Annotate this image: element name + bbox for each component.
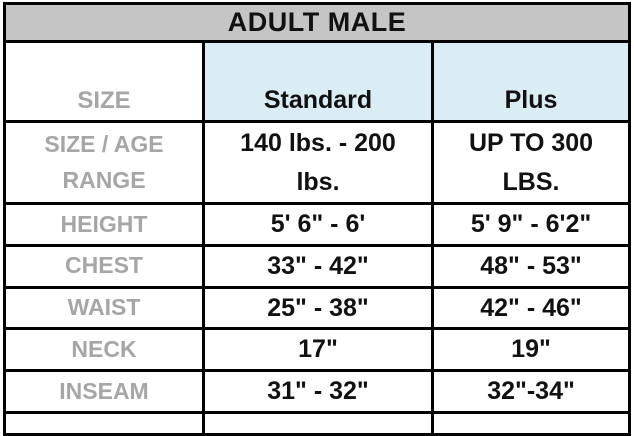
value-height-standard: 5' 6" - 6' (202, 202, 434, 247)
title-row: ADULT MALE (2, 2, 632, 43)
row-label-neck: NECK (3, 327, 205, 372)
table-row: HEIGHT 5' 6" - 6' 5' 9" - 6'2" (3, 202, 632, 247)
value-chest-plus: 48" - 53" (430, 243, 632, 289)
row-label-size-age-range: SIZE / AGE RANGE (3, 120, 205, 205)
table-row-partial (3, 410, 632, 436)
table-row: NECK 17" 19" (3, 327, 632, 372)
row-label-height: HEIGHT (3, 202, 205, 247)
value-height-plus: 5' 9" - 6'2" (430, 202, 632, 247)
value-size-age-standard: 140 lbs. - 200 lbs. (202, 120, 434, 205)
empty-cell (202, 410, 434, 436)
value-neck-plus: 19" (430, 327, 632, 372)
row-label-chest: CHEST (3, 243, 205, 289)
value-size-age-plus: UP TO 300 LBS. (430, 120, 632, 205)
row-label-waist: WAIST (3, 285, 205, 331)
table-row: WAIST 25" - 38" 42" - 46" (3, 285, 632, 331)
empty-cell (430, 410, 632, 436)
value-neck-standard: 17" (202, 327, 434, 372)
value-waist-standard: 25" - 38" (202, 285, 434, 331)
value-chest-standard: 33" - 42" (202, 243, 434, 289)
column-header-standard: Standard (202, 40, 434, 123)
value-waist-plus: 42" - 46" (430, 285, 632, 331)
table-row: CHEST 33" - 42" 48" - 53" (3, 243, 632, 289)
size-corner-label: SIZE (3, 40, 205, 123)
column-header-row: SIZE Standard Plus (3, 40, 632, 123)
chart-title: ADULT MALE (2, 2, 632, 43)
column-header-plus: Plus (430, 40, 632, 123)
empty-cell (3, 410, 205, 436)
table-row: SIZE / AGE RANGE 140 lbs. - 200 lbs. UP … (3, 120, 632, 205)
